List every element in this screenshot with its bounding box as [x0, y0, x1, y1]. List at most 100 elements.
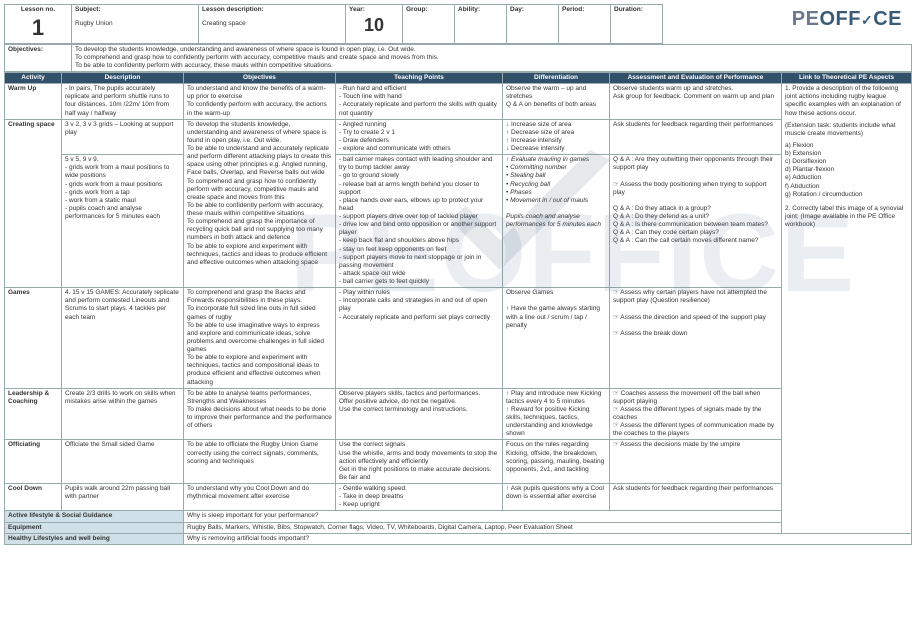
officiating-diff: Focus on the rules regarding Kicking, of…: [503, 440, 610, 484]
link-ext: (Extension task: students include what m…: [785, 122, 908, 138]
warmup-assess: Observe students warm up and stretches. …: [610, 84, 782, 120]
row-leadership: Leadership & Coaching Create 2/3 drills …: [5, 388, 912, 440]
row-games: Games 4. 15 v 15 GAMES: Accurately repli…: [5, 288, 912, 389]
warmup-desc: - In pairs, The pupils accurately replic…: [62, 84, 184, 120]
row-warmup: Warm Up - In pairs, The pupils accuratel…: [5, 84, 912, 120]
games-assess: ☞ Assess why certain players have not at…: [610, 288, 782, 389]
link-e: e) Adduction: [785, 174, 908, 182]
lesson-desc: Creating space: [202, 14, 342, 28]
row-creating-2: 5 v 5, 9 v 9, - grids work from a maul p…: [5, 155, 912, 288]
cooldown-act: Cool Down: [5, 484, 62, 511]
games-obj: To comprehend and grasp the Backs and Fo…: [184, 288, 336, 389]
foot-equip: Rugby Balls, Markers, Whistle, Bibs, Sto…: [184, 522, 782, 533]
creating-desc1: 3 v 2, 3 v 3 grids – Looking at support …: [62, 119, 184, 155]
cooldown-obj: To understand why you Cool Down and do r…: [184, 484, 336, 511]
creating-act: Creating space: [5, 119, 62, 288]
warmup-diff: Observe the warm – up and stretches Q & …: [503, 84, 610, 120]
officiating-act: Officiating: [5, 440, 62, 484]
link-a: a) Flexion: [785, 142, 908, 150]
warmup-act: Warm Up: [5, 84, 62, 120]
foot-health-l: Healthy Lifestyles and well being: [5, 533, 184, 544]
link-p1: 1. Provide a description of the followin…: [785, 85, 908, 118]
duration-label: Duration:: [611, 5, 663, 44]
row-active: Active lifestyle & Social Guidance Why i…: [5, 511, 912, 522]
row-creating-1: Creating space 3 v 2, 3 v 3 grids – Look…: [5, 119, 912, 155]
header-table: Lesson no. 1 Subject:Rugby Union Lesson …: [4, 4, 912, 44]
obj-2: To comprehend and grasp how to confident…: [75, 54, 908, 62]
row-equip: Equipment Rugby Balls, Markers, Whistle,…: [5, 522, 912, 533]
lesson-no-label: Lesson no.: [8, 6, 68, 14]
link-g: g) Rotation / circumduction: [785, 191, 908, 199]
objectives-cell: To develop the students knowledge, under…: [72, 44, 912, 71]
leadership-act: Leadership & Coaching: [5, 388, 62, 440]
link-p2: 2. Correctly label this image of a synov…: [785, 205, 908, 229]
games-desc: 4. 15 v 15 GAMES: Accurately replicate a…: [62, 288, 184, 389]
cooldown-desc: Pupils walk around 22m passing ball with…: [62, 484, 184, 511]
main-table: Activity Description Objectives Teaching…: [4, 72, 912, 545]
creating-assess1: Ask students for feedback regarding thei…: [610, 119, 782, 155]
creating-tp2: - ball carrier makes contact with leadin…: [336, 155, 503, 288]
logo-off: OFF: [819, 8, 861, 30]
objectives-label: Objectives:: [5, 44, 72, 71]
link-b: b) Extension: [785, 150, 908, 158]
logo-ce: CE: [873, 8, 902, 30]
col-link: Link to Theoretical PE Aspects: [782, 73, 912, 84]
row-cooldown: Cool Down Pupils walk around 22m passing…: [5, 484, 912, 511]
creating-tp1: - Angled running - Try to create 2 v 1 -…: [336, 119, 503, 155]
officiating-assess: ☞ Assess the decisions made by the umpir…: [610, 440, 782, 484]
foot-equip-l: Equipment: [5, 522, 184, 533]
link-c: c) Dorsiflexion: [785, 158, 908, 166]
obj-1: To develop the students knowledge, under…: [75, 46, 908, 54]
games-diff: Observe Games ↑ Have the game always sta…: [503, 288, 610, 389]
subject-label: Subject:: [75, 6, 195, 14]
col-objectives: Objectives: [184, 73, 336, 84]
creating-diff1: ↓ Increase size of area ↑ Decrease size …: [503, 119, 610, 155]
warmup-obj: To understand and know the benefits of a…: [184, 84, 336, 120]
creating-desc2: 5 v 5, 9 v 9, - grids work from a maul p…: [62, 155, 184, 288]
cooldown-tp: - Gentle walking speed. - Take in deep b…: [336, 484, 503, 511]
leadership-assess: ☞ Coaches assess the movement off the ba…: [610, 388, 782, 440]
warmup-tp: - Run hard and efficient - Touch line wi…: [336, 84, 503, 120]
link-d: d) Plantar-flexion: [785, 166, 908, 174]
link-cell: 1. Provide a description of the followin…: [782, 84, 912, 534]
leadership-desc: Create 2/3 drills to work on skills when…: [62, 388, 184, 440]
foot-active-l: Active lifestyle & Social Guidance: [5, 511, 184, 522]
peoffice-logo: PEOFF✓CE: [792, 8, 902, 31]
cooldown-diff: ↑ Ask pupils questions why a Cool down i…: [503, 484, 610, 511]
logo-pe: PE: [792, 8, 820, 30]
desc-label: Lesson description:: [202, 6, 342, 14]
foot-health: Why is removing artificial foods importa…: [184, 533, 912, 544]
creating-obj: To develop the students knowledge, under…: [184, 119, 336, 288]
obj-3: To be able to confidently perform with a…: [75, 62, 908, 70]
col-activity: Activity: [5, 73, 62, 84]
year: 10: [349, 14, 399, 37]
row-officiating: Officiating Officiate the Small sided Ga…: [5, 440, 912, 484]
games-tp: - Play within rules - Incorporate calls …: [336, 288, 503, 389]
col-teaching: Teaching Points: [336, 73, 503, 84]
link-f: f) Abduction: [785, 183, 908, 191]
officiating-desc: Officiate the Small sided Game: [62, 440, 184, 484]
day-label: Day:: [507, 5, 559, 44]
year-label: Year:: [349, 6, 399, 14]
cooldown-assess: Ask students for feedback regarding thei…: [610, 484, 782, 511]
officiating-tp: Use the correct signals Use the whistle,…: [336, 440, 503, 484]
officiating-obj: To be able to officiate the Rugby Union …: [184, 440, 336, 484]
foot-active: Why is sleep important for your performa…: [184, 511, 782, 522]
leadership-obj: To be able to analyse teams performances…: [184, 388, 336, 440]
leadership-diff: ↑ Play and introduce new Kicking tactics…: [503, 388, 610, 440]
leadership-tp: Observe players skills, tactics and perf…: [336, 388, 503, 440]
creating-assess2: Q & A : Are they outwitting their oppone…: [610, 155, 782, 288]
col-diff: Differentiation: [503, 73, 610, 84]
row-health: Healthy Lifestyles and well being Why is…: [5, 533, 912, 544]
lesson-plan-page: PEOFF✓CE PEOFFICE Lesson no. 1 Subject:R…: [0, 0, 916, 627]
creating-diff2: ↑ Evaluate mauling in games • Committing…: [503, 155, 610, 288]
group-label: Group:: [403, 5, 455, 44]
col-assess: Assessment and Evaluation of Performance: [610, 73, 782, 84]
games-act: Games: [5, 288, 62, 389]
check-icon: ✓: [861, 12, 873, 28]
subject: Rugby Union: [75, 14, 195, 28]
period-label: Period:: [559, 5, 611, 44]
ability-label: Ability:: [455, 5, 507, 44]
col-description: Description: [62, 73, 184, 84]
lesson-no: 1: [8, 14, 68, 42]
